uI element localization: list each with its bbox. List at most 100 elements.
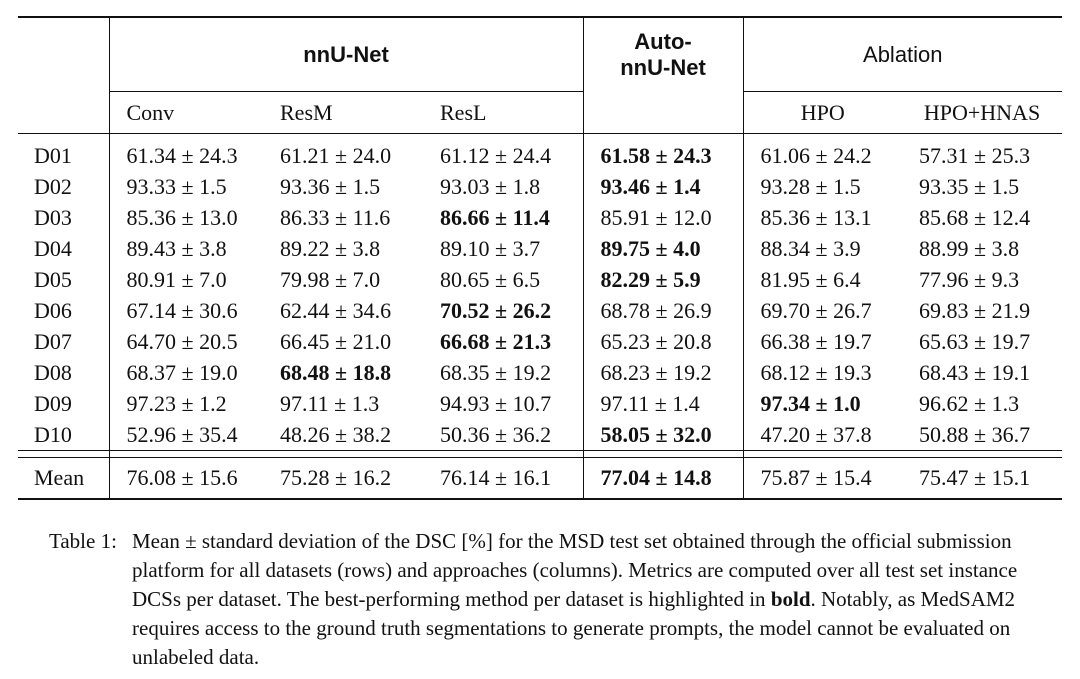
table-cell: 94.93 ± 10.7 bbox=[440, 390, 552, 416]
header-col-auto-empty bbox=[582, 91, 744, 134]
header-empty-corner bbox=[18, 16, 109, 92]
mean-cell: 75.87 ± 15.4 bbox=[742, 457, 903, 500]
table-row: D06 67.14 ± 30.6 62.44 ± 34.6 70.52 ± 26.2 6… bbox=[18, 295, 1062, 326]
table-cell: 66.68 ± 21.3 bbox=[440, 328, 552, 354]
table-cell: 50.88 ± 36.7 bbox=[919, 421, 1031, 447]
header-group-ablation-label: Ablation bbox=[863, 41, 943, 67]
separator-cell bbox=[423, 450, 584, 458]
mean-cell: 77.04 ± 14.8 bbox=[582, 457, 744, 500]
table-cell: 68.43 ± 19.1 bbox=[919, 359, 1031, 385]
row-label: D08 bbox=[34, 359, 72, 385]
header-group-ablation: Ablation bbox=[742, 16, 1063, 92]
table-cell: 93.03 ± 1.8 bbox=[440, 173, 541, 199]
table-row: D10 52.96 ± 35.4 48.26 ± 38.2 50.36 ± 36.2 5… bbox=[18, 419, 1062, 451]
table-cell: 61.34 ± 24.3 bbox=[108, 133, 263, 171]
table-cell: 69.83 ± 21.9 bbox=[919, 297, 1031, 323]
header-col-conv: Conv bbox=[108, 91, 263, 134]
table-cell: 85.91 ± 12.0 bbox=[582, 202, 744, 233]
table-row: D08 68.37 ± 19.0 68.48 ± 18.8 68.35 ± 19.2 6… bbox=[18, 357, 1062, 388]
table-cell: 81.95 ± 6.4 bbox=[742, 264, 903, 295]
table-cell: 68.35 ± 19.2 bbox=[440, 359, 552, 385]
table-cell: 93.46 ± 1.4 bbox=[582, 171, 744, 202]
mean-row-label: Mean bbox=[18, 457, 109, 500]
mean-cell: 75.28 ± 16.2 bbox=[263, 457, 423, 500]
table-cell: 68.78 ± 26.9 bbox=[582, 295, 744, 326]
table-cell: 85.36 ± 13.0 bbox=[108, 202, 263, 233]
table-cell: 66.38 ± 19.7 bbox=[742, 326, 903, 357]
caption-text-part2: . Notably, as MedSAM2 requires access to… bbox=[132, 587, 1016, 669]
table-cell: 85.68 ± 12.4 bbox=[919, 204, 1031, 230]
table-caption: Table 1: Mean ± standard deviation of th… bbox=[49, 527, 1039, 672]
row-label: D04 bbox=[34, 235, 72, 261]
table-cell: 68.12 ± 19.3 bbox=[742, 357, 903, 388]
table-cell: 61.12 ± 24.4 bbox=[440, 142, 552, 168]
header-col-resl: ResL bbox=[423, 91, 584, 134]
table-cell: 67.14 ± 30.6 bbox=[108, 295, 263, 326]
table-cell: 88.34 ± 3.9 bbox=[742, 233, 903, 264]
table-cell: 89.22 ± 3.8 bbox=[280, 235, 381, 261]
header-group-nnunet: nnU-Net bbox=[108, 16, 584, 92]
header-auto-line1: Auto- bbox=[634, 28, 692, 54]
mean-row: Mean 76.08 ± 15.6 75.28 ± 16.2 76.14 ± 16.1… bbox=[18, 457, 1063, 500]
mean-cell: 76.08 ± 15.6 bbox=[108, 457, 263, 500]
table-cell: 89.75 ± 4.0 bbox=[582, 233, 744, 264]
caption-text: Mean ± standard deviation of the DSC [%]… bbox=[132, 527, 1039, 672]
header-empty-corner-2 bbox=[18, 91, 109, 134]
mean-separator bbox=[18, 450, 1063, 458]
table-cell: 48.26 ± 38.2 bbox=[280, 421, 392, 447]
table-row: D01 61.34 ± 24.3 61.21 ± 24.0 61.12 ± 24.4 6… bbox=[18, 133, 1062, 171]
table-cell: 68.37 ± 19.0 bbox=[108, 357, 263, 388]
table-cell: 86.66 ± 11.4 bbox=[440, 204, 550, 230]
table-cell: 62.44 ± 34.6 bbox=[280, 297, 392, 323]
table-cell: 61.58 ± 24.3 bbox=[582, 133, 744, 171]
table-cell: 58.05 ± 32.0 bbox=[582, 419, 744, 451]
row-label: D09 bbox=[34, 390, 72, 416]
table-row: D09 97.23 ± 1.2 97.11 ± 1.3 94.93 ± 10.7 97.… bbox=[18, 388, 1062, 419]
row-label: D07 bbox=[34, 328, 72, 354]
header-col-hpo-hnas: HPO+HNAS bbox=[902, 91, 1063, 134]
caption-text-part1: Mean ± standard deviation of the DSC [%]… bbox=[132, 529, 1018, 611]
table-cell: 61.21 ± 24.0 bbox=[280, 142, 392, 168]
table-cell: 97.11 ± 1.4 bbox=[582, 388, 744, 419]
header-row-subcolumns: Conv ResM ResL HPO HPO+HNAS bbox=[18, 91, 1063, 134]
table-cell: 97.23 ± 1.2 bbox=[108, 388, 263, 419]
table-cell: 70.52 ± 26.2 bbox=[440, 297, 552, 323]
separator-cell bbox=[582, 450, 744, 458]
header-row-groups: nnU-Net Auto- nnU-Net Ablation bbox=[18, 16, 1063, 92]
separator-cell bbox=[902, 450, 1063, 458]
table-cell: 96.62 ± 1.3 bbox=[919, 390, 1020, 416]
table-row: D04 89.43 ± 3.8 89.22 ± 3.8 89.10 ± 3.7 89.7… bbox=[18, 233, 1062, 264]
caption-bold-word: bold bbox=[770, 587, 811, 611]
table-cell: 47.20 ± 37.8 bbox=[742, 419, 903, 451]
table-cell: 77.96 ± 9.3 bbox=[919, 266, 1020, 292]
table-cell: 85.36 ± 13.1 bbox=[742, 202, 903, 233]
table-cell: 65.63 ± 19.7 bbox=[919, 328, 1031, 354]
table-cell: 50.36 ± 36.2 bbox=[440, 421, 552, 447]
header-group-auto-nnunet: Auto- nnU-Net bbox=[582, 16, 744, 92]
separator-cell bbox=[263, 450, 423, 458]
table-cell: 68.23 ± 19.2 bbox=[582, 357, 744, 388]
table-cell: 97.11 ± 1.3 bbox=[280, 390, 380, 416]
row-label: D01 bbox=[34, 142, 72, 168]
table-cell: 68.48 ± 18.8 bbox=[280, 359, 392, 385]
header-col-resm: ResM bbox=[263, 91, 423, 134]
table-cell: 79.98 ± 7.0 bbox=[280, 266, 381, 292]
header-auto-line2: nnU-Net bbox=[620, 54, 706, 80]
table-cell: 80.65 ± 6.5 bbox=[440, 266, 541, 292]
table-cell: 88.99 ± 3.8 bbox=[919, 235, 1020, 261]
table-mean-section: Mean 76.08 ± 15.6 75.28 ± 16.2 76.14 ± 16.1… bbox=[18, 450, 1063, 500]
table-row: D07 64.70 ± 20.5 66.45 ± 21.0 66.68 ± 21.3 6… bbox=[18, 326, 1062, 357]
table-cell: 57.31 ± 25.3 bbox=[919, 142, 1031, 168]
row-label: D05 bbox=[34, 266, 72, 292]
table-cell: 86.33 ± 11.6 bbox=[280, 204, 391, 230]
row-label: D10 bbox=[34, 421, 72, 447]
mean-cell: 75.47 ± 15.1 bbox=[902, 457, 1063, 500]
table-cell: 93.28 ± 1.5 bbox=[742, 171, 903, 202]
table-cell: 80.91 ± 7.0 bbox=[108, 264, 263, 295]
results-table: nnU-Net Auto- nnU-Net Ablation Conv ResM… bbox=[18, 16, 1063, 500]
table-cell: 66.45 ± 21.0 bbox=[280, 328, 392, 354]
header-group-nnunet-label: nnU-Net bbox=[303, 41, 389, 67]
header-col-hpo: HPO bbox=[742, 91, 903, 134]
table-cell: 82.29 ± 5.9 bbox=[582, 264, 744, 295]
